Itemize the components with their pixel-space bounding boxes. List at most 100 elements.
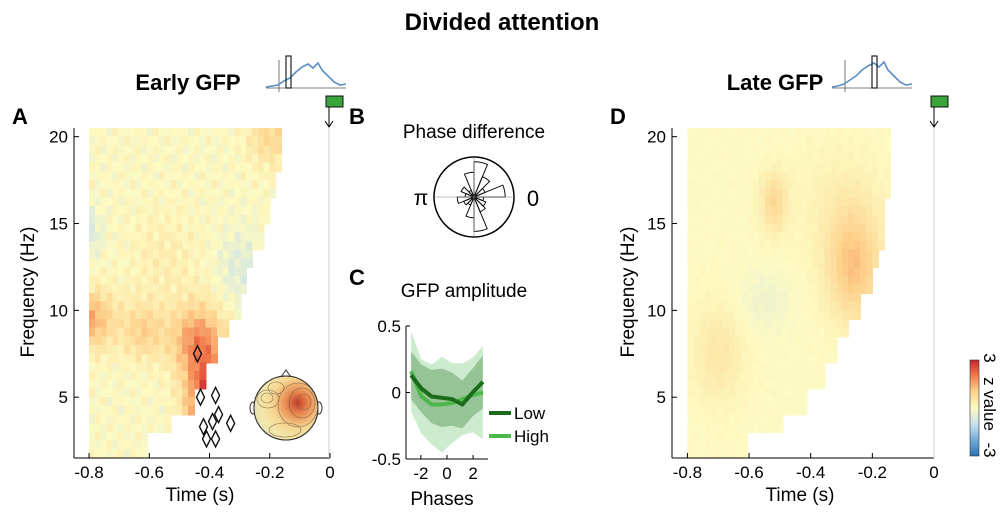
- panel-d-heatmap-cell: [735, 232, 742, 242]
- panel-d-heatmap-cell: [878, 188, 885, 199]
- panel-d-heatmap-cell: [711, 345, 719, 355]
- panel-a-heatmap-cell: [246, 232, 253, 242]
- panel-d-heatmap-cell: [687, 414, 695, 425]
- panel-a-heatmap-cell: [112, 249, 120, 260]
- panel-d-heatmap-cell: [735, 371, 742, 381]
- panel-a-heatmap-cell: [188, 353, 195, 364]
- panel-d-heatmap-cell: [747, 154, 754, 164]
- panel-a-heatmap-cell: [112, 397, 120, 407]
- panel-d-heatmap-cell: [794, 397, 802, 407]
- panel-a-heatmap-cell: [182, 145, 189, 156]
- panel-a-heatmap-cell: [158, 379, 166, 390]
- panel-a-heatmap-cell: [182, 301, 189, 312]
- panel-d-heatmap-cell: [842, 284, 850, 294]
- panel-d-heatmap-cell: [735, 345, 742, 355]
- panel-a-heatmap-cell: [205, 327, 213, 338]
- panel-a-heatmap-cell: [118, 362, 125, 373]
- panel-d-heatmap-cell: [866, 249, 873, 260]
- panel-c-ytick-label: -0.5: [372, 450, 401, 469]
- panel-a-heatmap-cell: [222, 327, 230, 338]
- panel-d-heatmap-cell: [747, 162, 754, 173]
- panel-a-heatmap-cell: [112, 197, 120, 208]
- panel-d-heatmap-cell: [741, 258, 748, 268]
- panel-d-heatmap-cell: [770, 301, 778, 312]
- panel-a-heatmap-cell: [100, 162, 108, 173]
- panel-d-heatmap-cell: [770, 145, 778, 156]
- panel-a-heatmap-cell: [89, 249, 96, 260]
- panel-a-heatmap-cell: [106, 249, 114, 260]
- panel-a-heatmap-cell: [100, 362, 108, 373]
- panel-a-heatmap-cell: [153, 232, 160, 242]
- panel-a-heatmap-cell: [170, 379, 178, 390]
- panel-a-heatmap-cell: [217, 275, 224, 286]
- panel-a-heatmap-cell: [153, 379, 160, 390]
- significance-diamond: [198, 417, 209, 437]
- panel-a-heatmap-cell: [193, 353, 201, 364]
- panel-a-heatmap-cell: [129, 249, 137, 260]
- panel-a-heatmap-cell: [124, 423, 131, 433]
- panel-d-heatmap-cell: [830, 136, 838, 147]
- colorbar-gradient: [969, 359, 980, 457]
- panel-a-heatmap-cell: [94, 440, 102, 451]
- panel-d-heatmap-cell: [699, 336, 707, 347]
- panel-a-heatmap-cell: [89, 128, 96, 138]
- panel-a-heatmap-cell: [118, 293, 125, 303]
- panel-c-ytick-label: 0.5: [377, 317, 401, 336]
- panel-a-heatmap-cell: [188, 136, 195, 147]
- panel-a-heatmap-cell: [188, 319, 195, 329]
- panel-a-heatmap-cell: [176, 128, 184, 138]
- panel-a-heatmap-cell: [147, 214, 154, 225]
- panel-d-heatmap-cell: [687, 284, 695, 294]
- panel-d-heatmap-cell: [776, 240, 784, 251]
- panel-d-heatmap-cell: [687, 353, 695, 364]
- panel-a-heatmap-cell: [205, 293, 213, 303]
- panel-a-heatmap-cell: [153, 180, 160, 190]
- panel-a-heatmap-cell: [129, 180, 137, 190]
- panel-d-heatmap-cell: [735, 180, 742, 190]
- panel-a-heatmap-cell: [217, 136, 224, 147]
- panel-d-heatmap-cell: [758, 223, 766, 234]
- panel-d-heatmap-cell: [860, 180, 868, 190]
- panel-d-heatmap-cell: [788, 258, 796, 268]
- panel-a-heatmap-cell: [211, 301, 218, 312]
- panel-d-heatmap-cell: [866, 275, 873, 286]
- panel-d-heatmap-cell: [842, 206, 850, 216]
- panel-a-heatmap-cell: [89, 414, 96, 425]
- panel-d-heatmap-cell: [711, 275, 719, 286]
- panel-d-heatmap-cell: [717, 353, 725, 364]
- panel-a-heatmap-cell: [234, 232, 242, 242]
- panel-d-heatmap-cell: [758, 197, 766, 208]
- panel-a-heatmap-cell: [124, 249, 131, 260]
- panel-a-heatmap-cell: [112, 206, 120, 216]
- panel-d-heatmap-cell: [717, 301, 725, 312]
- panel-d-heatmap-cell: [788, 223, 796, 234]
- panel-a-heatmap-cell: [240, 240, 248, 251]
- panel-a-heatmap-cell: [228, 232, 236, 242]
- panel-b-zero-label: 0: [527, 186, 539, 211]
- panel-d-heatmap-cell: [872, 197, 879, 208]
- panel-d-heatmap-cell: [752, 145, 760, 156]
- panel-d-heatmap-cell: [752, 423, 760, 433]
- panel-d-heatmap-cell: [693, 379, 701, 390]
- panel-d-heatmap-cell: [788, 284, 796, 294]
- polar-bin: [463, 196, 475, 206]
- panel-d-heatmap-cell: [735, 336, 742, 347]
- panel-a-heatmap-cell: [100, 371, 108, 381]
- panel-a-heatmap-cell: [153, 136, 160, 147]
- panel-a-heatmap-cell: [211, 180, 218, 190]
- panel-d-heatmap-cell: [729, 232, 737, 242]
- panel-a-heatmap-cell: [129, 319, 137, 329]
- panel-d-heatmap-cell: [723, 301, 731, 312]
- panel-a-heatmap-cell: [135, 136, 143, 147]
- panel-d-heatmap-cell: [723, 449, 731, 458]
- panel-a-heatmap-cell: [205, 223, 213, 234]
- panel-a-heatmap-cell: [240, 258, 248, 268]
- panel-a-heatmap-cell: [217, 162, 224, 173]
- panel-a-heatmap-cell: [217, 154, 224, 164]
- panel-d-heatmap-cell: [782, 223, 790, 234]
- panel-d-heatmap-cell: [741, 310, 748, 321]
- panel-a-heatmap-cell: [94, 414, 102, 425]
- panel-d-heatmap-cell: [776, 232, 784, 242]
- panel-d-heatmap-cell: [830, 345, 838, 355]
- panel-d-heatmap-cell: [699, 162, 707, 173]
